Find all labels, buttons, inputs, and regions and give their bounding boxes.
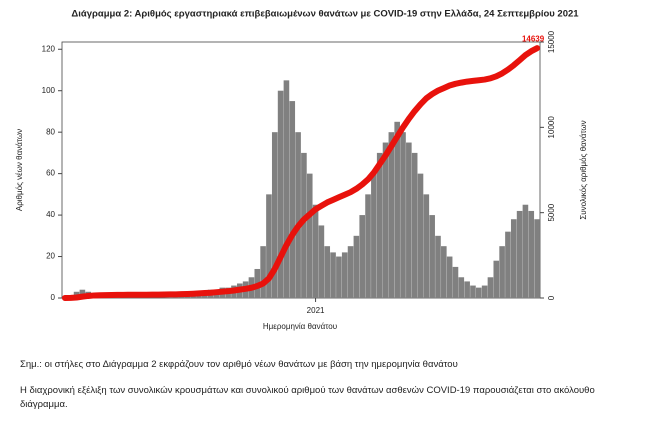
bar <box>330 252 336 298</box>
bar <box>505 231 511 298</box>
bar <box>283 80 290 298</box>
paragraph: Η διαχρονική εξέλιξη των συνολικών κρουσ… <box>20 385 595 410</box>
bar <box>429 215 435 298</box>
bar <box>271 132 278 298</box>
chart: Διάγραμμα 2: Αριθμός εργαστηριακά επιβεβ… <box>15 9 588 332</box>
y2-tick-label: 15000 <box>547 30 556 53</box>
bar <box>528 210 535 298</box>
bar <box>470 285 476 298</box>
y-tick-label: 0 <box>51 293 56 302</box>
bar <box>347 246 354 298</box>
bar <box>441 246 447 298</box>
bar <box>406 142 412 298</box>
bar <box>277 90 284 298</box>
bar <box>458 277 465 298</box>
bar <box>487 277 494 298</box>
bar <box>475 287 482 298</box>
bar <box>295 132 301 298</box>
bar <box>464 281 470 298</box>
bar <box>301 152 307 298</box>
bar <box>336 256 342 298</box>
bar <box>289 101 296 298</box>
y2-tick-label: 0 <box>547 295 556 300</box>
y-axis-label: Αριθμός νέων θανάτων <box>15 129 24 211</box>
bar <box>266 194 272 298</box>
bar <box>306 173 313 298</box>
bar <box>318 225 325 298</box>
bar <box>394 121 400 299</box>
y-tick-label: 60 <box>46 169 55 178</box>
y-tick-label: 100 <box>42 86 56 95</box>
x-axis-label: Ημερομηνία θανάτου <box>263 322 337 331</box>
bar <box>382 142 389 298</box>
cumulative-line <box>61 45 541 301</box>
bar <box>516 210 523 298</box>
bar <box>260 246 266 298</box>
annotation: 14639 <box>522 34 545 43</box>
bar <box>365 194 371 298</box>
x-tick-label: 2021 <box>307 306 325 315</box>
bar <box>522 204 529 298</box>
bar <box>534 219 540 298</box>
bar <box>411 152 418 298</box>
y-tick-label: 80 <box>46 127 55 136</box>
y2-axis-label: Συνολικός αριθμός θανάτων <box>579 120 588 219</box>
y-tick-label: 40 <box>46 210 55 219</box>
bar <box>376 152 383 298</box>
bar <box>423 194 430 298</box>
bar <box>435 235 441 298</box>
y2-tick-label: 10000 <box>547 116 556 139</box>
chart-title: Διάγραμμα 2: Αριθμός εργαστηριακά επιβεβ… <box>71 9 579 20</box>
bar <box>312 204 319 298</box>
bar <box>493 260 500 298</box>
y2-tick-label: 5000 <box>547 203 556 221</box>
note: Σημ.: οι στήλες στο Διάγραμμα 2 εκφράζου… <box>20 359 458 370</box>
bar <box>388 132 395 298</box>
y-tick-label: 120 <box>42 44 56 53</box>
bar <box>452 266 459 298</box>
bar <box>324 246 331 298</box>
bar <box>359 215 366 298</box>
bar <box>499 246 505 298</box>
bar <box>400 132 406 298</box>
bar <box>481 285 488 298</box>
plot-frame <box>61 41 541 299</box>
bar <box>341 252 348 298</box>
bar <box>446 256 453 298</box>
bar <box>510 219 517 298</box>
y-tick-label: 20 <box>46 252 55 261</box>
bar <box>417 173 424 298</box>
bar <box>371 173 377 298</box>
bar <box>353 235 360 298</box>
